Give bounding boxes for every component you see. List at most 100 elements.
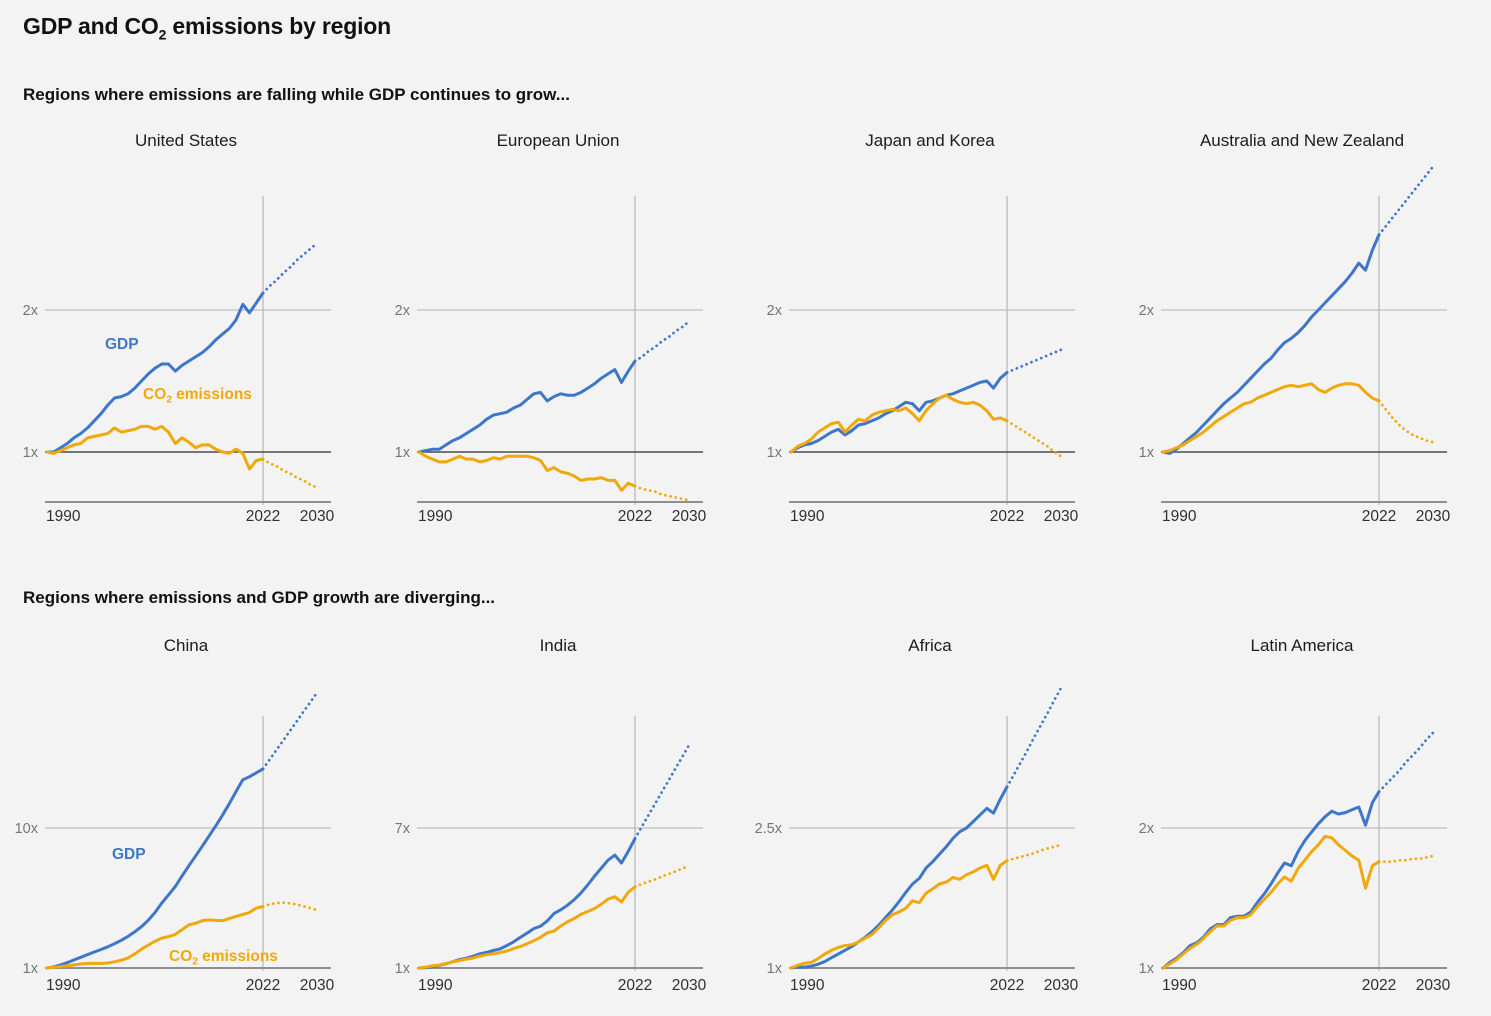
- y-base-label: 1x: [395, 445, 411, 461]
- gdp-series-label: GDP: [105, 336, 139, 353]
- co2-line: [45, 424, 265, 471]
- y-grid-label: 2x: [1139, 821, 1155, 837]
- gdp-projection-line: [1005, 348, 1063, 374]
- co2-line: [45, 904, 265, 970]
- chart-title-japan-and-korea: Japan and Korea: [865, 130, 995, 150]
- y-base-label: 1x: [23, 445, 39, 461]
- co2-label-suffix: emissions: [202, 948, 278, 965]
- x-tick-2030: 2030: [672, 508, 707, 525]
- section-heading-emissions-diverging: Regions where emissions and GDP growth a…: [23, 587, 496, 607]
- y-base-label: 1x: [767, 445, 783, 461]
- x-tick-2022: 2022: [618, 977, 652, 994]
- x-tick-1990: 1990: [1162, 508, 1197, 525]
- x-tick-2030: 2030: [1044, 508, 1079, 525]
- gdp-series-label: GDP: [112, 846, 146, 863]
- chart-title-china: China: [163, 635, 209, 655]
- y-base-label: 1x: [395, 961, 411, 977]
- chart-india: India 7x 1x 1990 2022 2030: [372, 634, 744, 1014]
- co2-label-subscript: 2: [166, 393, 172, 405]
- chart-grid-row-2: China 10x 1x 1990 2022 2030 GDP CO2 emissions Ind…: [0, 634, 1491, 1014]
- gdp-line: [45, 291, 265, 454]
- co2-projection-line: [261, 900, 319, 912]
- section-heading-emissions-falling: Regions where emissions are falling whil…: [23, 84, 570, 104]
- y-grid-label: 10x: [15, 821, 39, 837]
- y-grid-label: 2x: [767, 303, 783, 319]
- chart-latin-america: Latin America 2x 1x 1990 2022 2030: [1116, 634, 1488, 1014]
- chart-plot-china: 10x 1x 1990 2022 2030 GDP CO2 emissions: [15, 690, 335, 994]
- x-tick-1990: 1990: [46, 977, 81, 994]
- chart-european-union: European Union 2x 1x 1990 2022 2030: [372, 129, 744, 539]
- chart-title-latin-america: Latin America: [1250, 635, 1354, 655]
- co2-projection-line: [1377, 399, 1435, 444]
- chart-plot-latin-america: 2x 1x 1990 2022 2030: [1139, 715, 1451, 994]
- page-title: GDP and CO2 emissions by region: [23, 12, 1491, 50]
- chart-japan-and-korea: Japan and Korea 2x 1x 1990 2022 2030: [744, 129, 1116, 539]
- x-tick-2022: 2022: [618, 508, 652, 525]
- co2-series-label: CO2 emissions: [143, 386, 252, 406]
- page-title-prefix: GDP and CO: [23, 13, 159, 39]
- y-base-label: 1x: [1139, 445, 1155, 461]
- co2-line: [1161, 834, 1381, 970]
- x-tick-2022: 2022: [990, 977, 1024, 994]
- chart-plot-united-states: 2x 1x 1990 2022 2030 GDP CO2 emissions: [23, 195, 335, 525]
- x-tick-2022: 2022: [246, 977, 280, 994]
- chart-title-africa: Africa: [908, 635, 952, 655]
- y-grid-label: 2x: [23, 303, 39, 319]
- co2-projection-line: [1005, 843, 1063, 862]
- chart-plot-australia-and-new-zealand: 2x 1x 1990 2022 2030: [1139, 164, 1451, 525]
- x-tick-2022: 2022: [1362, 508, 1396, 525]
- y-grid-label: 2x: [1139, 303, 1155, 319]
- chart-plot-india: 7x 1x 1990 2022 2030: [395, 715, 707, 994]
- x-tick-2030: 2030: [1416, 508, 1451, 525]
- gdp-projection-line: [1377, 731, 1435, 793]
- gdp-line: [789, 784, 1009, 970]
- chart-title-united-states: United States: [134, 130, 238, 150]
- x-tick-2022: 2022: [990, 508, 1024, 525]
- gdp-projection-line: [1005, 686, 1063, 788]
- x-tick-2030: 2030: [1044, 977, 1079, 994]
- co2-projection-line: [633, 864, 691, 888]
- y-grid-label: 2x: [395, 303, 411, 319]
- co2-line: [417, 450, 637, 492]
- chart-australia-and-new-zealand: Australia and New Zealand 2x 1x 1990 2022 203…: [1116, 129, 1488, 539]
- co2-line: [789, 858, 1009, 970]
- gdp-line: [45, 766, 265, 970]
- x-tick-1990: 1990: [790, 977, 825, 994]
- y-base-label: 1x: [767, 961, 783, 977]
- x-tick-2030: 2030: [300, 508, 335, 525]
- co2-line: [789, 393, 1009, 454]
- y-base-label: 1x: [1139, 961, 1155, 977]
- x-tick-1990: 1990: [418, 977, 453, 994]
- co2-label-subscript: 2: [192, 955, 198, 967]
- chart-china: China 10x 1x 1990 2022 2030 GDP CO2 emissions: [0, 634, 372, 1014]
- co2-projection-line: [1005, 419, 1063, 458]
- gdp-line: [417, 359, 637, 454]
- gdp-projection-line: [633, 743, 691, 840]
- chart-title-australia-and-new-zealand: Australia and New Zealand: [1199, 130, 1405, 150]
- gdp-projection-line: [633, 319, 691, 363]
- chart-plot-africa: 2.5x 1x 1990 2022 2030: [755, 686, 1079, 994]
- gdp-line: [1161, 789, 1381, 970]
- page-title-suffix: emissions by region: [166, 13, 391, 39]
- chart-grid-row-1: United States 2x 1x 1990 2022 2030 GDP CO2 emiss…: [0, 129, 1491, 539]
- co2-line: [417, 884, 637, 970]
- page-title-subscript: 2: [158, 26, 167, 43]
- co2-label-prefix: CO: [169, 948, 192, 965]
- y-base-label: 1x: [23, 961, 39, 977]
- x-tick-1990: 1990: [790, 508, 825, 525]
- x-tick-2030: 2030: [1416, 977, 1451, 994]
- co2-projection-line: [1377, 854, 1435, 863]
- co2-series-label: CO2 emissions: [169, 948, 278, 968]
- x-tick-2030: 2030: [672, 977, 707, 994]
- chart-africa: Africa 2.5x 1x 1990 2022 2030: [744, 634, 1116, 1014]
- x-tick-2030: 2030: [300, 977, 335, 994]
- co2-line: [1161, 381, 1381, 454]
- x-tick-2022: 2022: [246, 508, 280, 525]
- y-grid-label: 7x: [395, 821, 411, 837]
- co2-projection-line: [633, 484, 691, 502]
- gdp-projection-line: [1377, 164, 1435, 236]
- gdp-projection-line: [261, 241, 319, 294]
- x-tick-2022: 2022: [1362, 977, 1396, 994]
- chart-title-india: India: [539, 635, 577, 655]
